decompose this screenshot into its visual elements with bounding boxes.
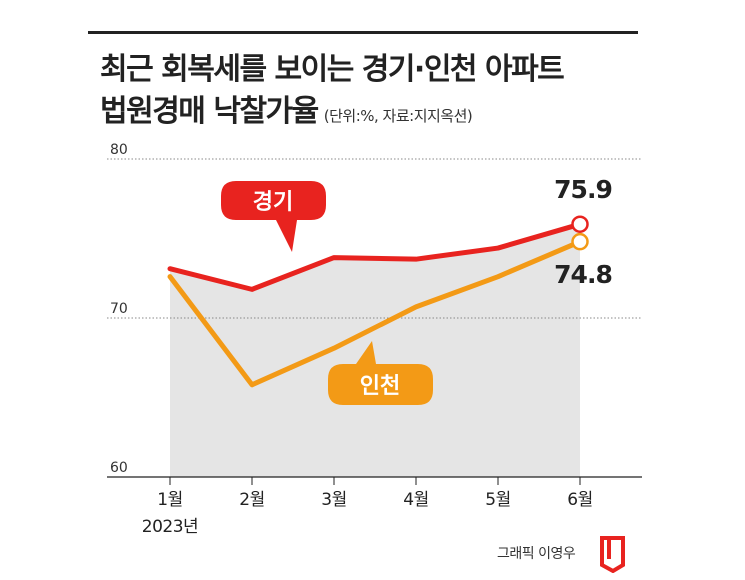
value-label-gyeonggi: 75.9 bbox=[554, 175, 612, 204]
x-tick-label-4: 4월 bbox=[403, 490, 428, 510]
end-point-gyeonggi bbox=[571, 215, 589, 233]
y-tick-label-80: 80 bbox=[110, 142, 128, 158]
shaded-area bbox=[170, 224, 580, 477]
y-tick-label-70: 70 bbox=[110, 301, 128, 317]
chart-title-line-1: 최근 회복세를 보이는 경기·인천 아파트 bbox=[100, 52, 565, 87]
value-label-incheon: 74.8 bbox=[554, 260, 612, 289]
x-tick-label-2: 2월 bbox=[239, 490, 264, 510]
x-tick-label-6: 6월 bbox=[567, 490, 592, 510]
legend-label-gyeonggi: 경기 bbox=[253, 190, 293, 215]
series-line-incheon bbox=[167, 239, 583, 388]
x-year-label: 2023년 bbox=[142, 517, 198, 537]
x-tick-label-5: 5월 bbox=[485, 490, 510, 510]
legend-bubble-gyeonggi bbox=[221, 181, 326, 252]
top-rule bbox=[88, 31, 638, 34]
end-point-incheon bbox=[571, 232, 589, 251]
series-line-gyeonggi bbox=[167, 221, 583, 292]
chart-subtitle: (단위:%, 자료:지지옥션) bbox=[323, 107, 473, 125]
x-tick-label-3: 3월 bbox=[321, 490, 346, 510]
legend-bubble-incheon bbox=[328, 341, 433, 405]
publisher-logo-icon bbox=[600, 536, 625, 573]
graphic-credit: 그래픽 이영우 bbox=[497, 546, 576, 562]
legend-label-incheon: 인천 bbox=[360, 374, 400, 399]
chart-title-line-2: 법원경매 낙찰가율 (단위:%, 자료:지지옥션) bbox=[100, 86, 473, 130]
x-tick-label-1: 1월 bbox=[157, 490, 182, 510]
y-tick-label-60: 60 bbox=[110, 460, 128, 476]
chart-title-line-2-text: 법원경매 낙찰가율 bbox=[100, 94, 319, 129]
